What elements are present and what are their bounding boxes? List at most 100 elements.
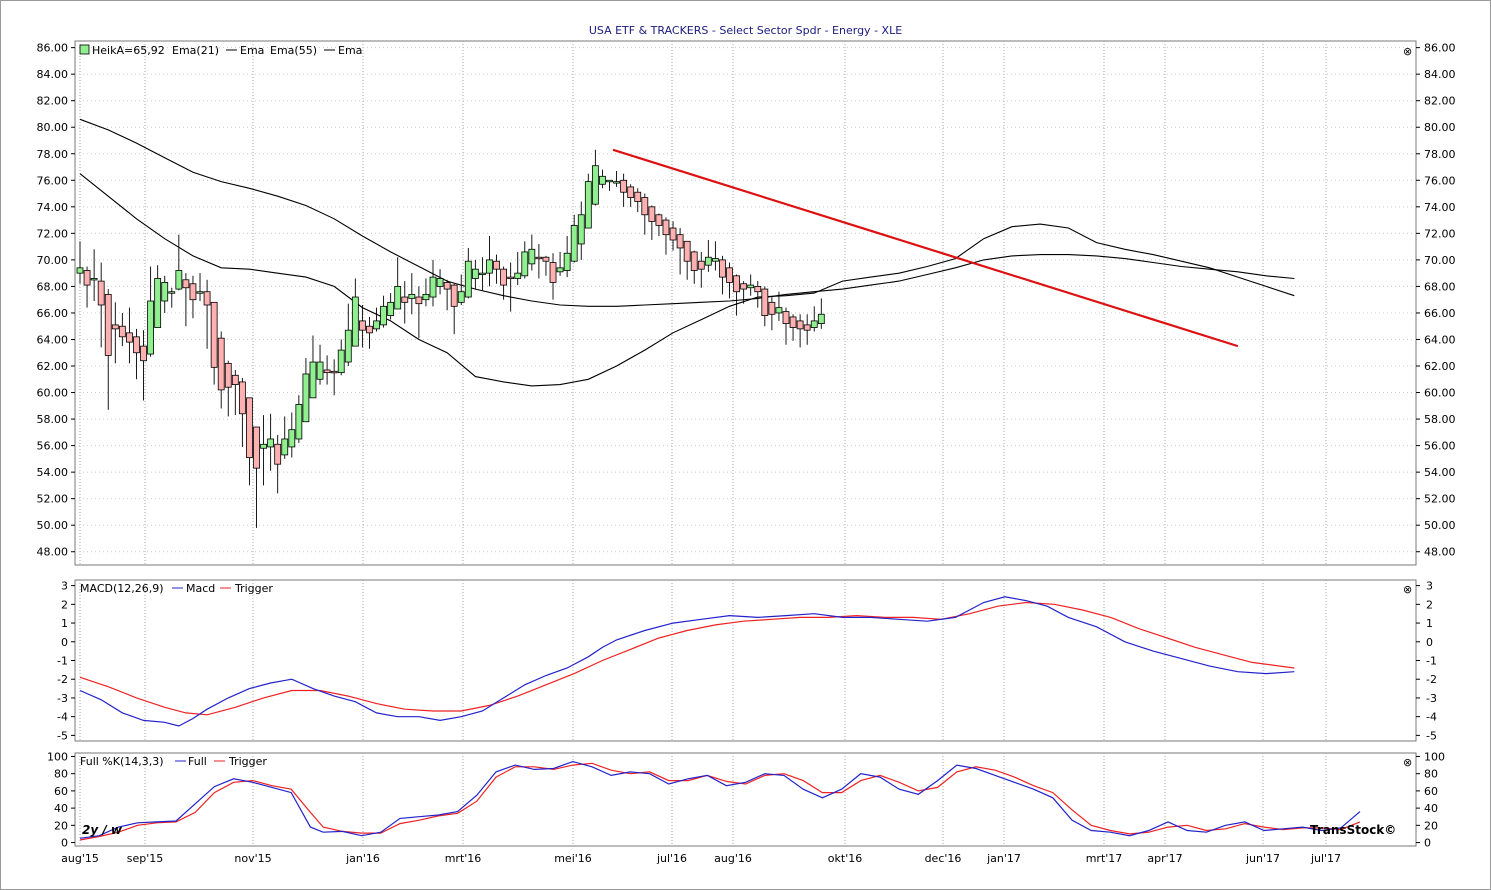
y-tick-label-left: -1	[57, 655, 68, 668]
ema21-line	[79, 173, 1295, 387]
y-tick-label-right: 52.00	[1424, 493, 1456, 506]
candle-up	[344, 329, 352, 363]
x-tick-label: jul'17	[1310, 852, 1341, 865]
candle-down	[676, 234, 684, 249]
candle-up	[599, 175, 606, 185]
x-tick-label: jan'16	[345, 852, 380, 865]
candle-down	[627, 186, 635, 198]
y-tick-label-left: -3	[57, 692, 68, 705]
y-tick-label-left: 58.00	[37, 413, 69, 426]
x-tick-label: nov'15	[234, 852, 271, 865]
y-tick-label-right: 60	[1424, 785, 1438, 798]
y-tick-label-right: 3	[1426, 580, 1433, 593]
candle-up	[704, 256, 712, 266]
y-tick-label-right: 60.00	[1424, 387, 1456, 400]
y-tick-label-left: 60.00	[37, 387, 69, 400]
stoch-lines	[79, 760, 1361, 841]
stoch-legend: Full %K(14,3,3) Full Trigger	[80, 755, 267, 768]
candle-down	[330, 370, 338, 374]
legend-macd-title: MACD(12,26,9)	[80, 582, 164, 595]
candle-down	[366, 325, 373, 334]
candle-down	[238, 381, 246, 415]
y-tick-label-right: 20	[1424, 819, 1438, 832]
candle-down	[662, 219, 670, 236]
watermark: TransStock©	[1310, 823, 1396, 837]
close-price-panel-icon[interactable]: ⊗	[1403, 45, 1412, 58]
candle-up	[260, 443, 267, 449]
y-tick-label-left: 80.00	[37, 121, 69, 134]
x-tick-label: jul'16	[656, 852, 687, 865]
y-tick-label-left: 82.00	[37, 95, 69, 108]
period-label[interactable]: 2y / w	[82, 823, 123, 837]
legend-candle-swatch	[79, 44, 90, 55]
candle-down	[648, 206, 656, 222]
close-macd-panel-icon[interactable]: ⊗	[1403, 583, 1412, 596]
candle-down	[761, 288, 769, 317]
y-tick-label-left: 54.00	[37, 466, 69, 479]
y-tick-label-left: 70.00	[37, 254, 69, 267]
candle-down	[754, 286, 762, 293]
macd-trigger-line	[79, 601, 1295, 716]
y-tick-label-right: 74.00	[1424, 201, 1456, 214]
y-tick-label-right: 70.00	[1424, 254, 1456, 267]
candle-up	[570, 224, 578, 262]
y-tick-label-left: -5	[57, 729, 68, 742]
candle-down	[189, 283, 197, 301]
candle-down	[634, 191, 642, 202]
stoch-full-line	[79, 760, 1361, 839]
y-tick-label-left: 0	[61, 837, 68, 850]
y-tick-label-left: 100	[47, 750, 68, 763]
candle-down	[542, 256, 550, 262]
y-tick-label-left: -2	[57, 673, 68, 686]
candle-down	[690, 251, 698, 271]
y-tick-label-right: 40	[1424, 802, 1438, 815]
y-tick-label-right: -5	[1426, 729, 1437, 742]
y-tick-label-left: 56.00	[37, 440, 69, 453]
candle-up	[295, 404, 303, 440]
candle-down	[450, 284, 458, 307]
y-tick-label-right: 0	[1424, 837, 1431, 850]
y-tick-label-left: 62.00	[37, 360, 69, 373]
x-tick-label: mrt'16	[445, 852, 482, 865]
candle-down	[719, 259, 726, 278]
candlestick-series	[76, 149, 825, 528]
candle-down	[140, 345, 147, 362]
candle-down	[203, 291, 211, 306]
candle-up	[436, 278, 444, 287]
y-tick-label-left: 78.00	[37, 148, 69, 161]
candle-down	[217, 337, 225, 391]
close-stoch-panel-icon[interactable]: ⊗	[1403, 756, 1412, 769]
candle-up	[175, 270, 183, 290]
y-tick-label-right: 78.00	[1424, 148, 1456, 161]
candle-down	[97, 280, 105, 306]
y-tick-label-right: 80	[1424, 768, 1438, 781]
x-tick-label: mrt'17	[1086, 852, 1123, 865]
y-tick-label-right: 86.00	[1424, 42, 1456, 55]
candle-up	[563, 252, 571, 271]
candle-up	[747, 284, 755, 289]
candle-up	[613, 181, 620, 184]
y-tick-label-right: 72.00	[1424, 227, 1456, 240]
candle-down	[104, 293, 112, 356]
candle-up	[196, 291, 204, 294]
candle-down	[669, 227, 677, 241]
candle-down	[111, 324, 119, 330]
macd-axis: 3 3 2 2 1 1 0 0 -1 -1 -2 -2 -3 -3 -4 -4 -5 -5	[57, 580, 1437, 743]
candle-down	[401, 296, 409, 303]
candle-down	[803, 324, 811, 331]
y-tick-label-right: 82.00	[1424, 95, 1456, 108]
candle-up	[267, 438, 275, 448]
candle-down	[253, 426, 260, 469]
candle-up	[471, 268, 479, 279]
y-tick-label-left: 66.00	[37, 307, 69, 320]
ema-lines	[79, 118, 1295, 387]
candle-down	[224, 362, 232, 388]
y-tick-label-left: 64.00	[37, 333, 69, 346]
candle-up	[486, 259, 493, 274]
candle-up	[514, 272, 522, 279]
y-tick-label-right: 54.00	[1424, 466, 1456, 479]
y-tick-label-right: 1	[1426, 617, 1433, 630]
candle-down	[782, 311, 790, 324]
x-tick-label: apr'17	[1147, 852, 1182, 865]
